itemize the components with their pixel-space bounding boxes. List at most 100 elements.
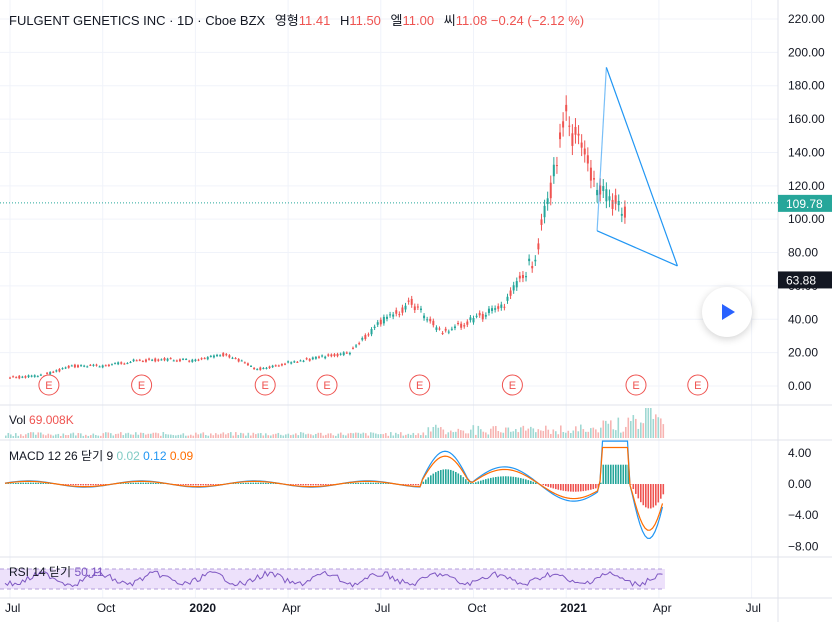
candle-body [614,195,617,204]
volume-bar [145,434,147,438]
macd-legend[interactable]: MACD 12 26 닫기 9 0.02 0.12 0.09 [9,447,193,464]
volume-bar [175,435,177,438]
candle-body [178,359,181,362]
volume-bar [565,432,567,438]
volume-bar [195,432,197,438]
macd-hist-bar [177,484,180,485]
macd-hist-bar [437,470,440,484]
volume-bar [592,427,595,438]
volume-bar [157,433,160,438]
volume-bar [247,432,250,438]
rsi-line [4,570,663,588]
candle-body [107,364,110,366]
volume-bar [135,432,137,438]
volume-bar [397,434,400,438]
volume-legend[interactable]: Vol 69.008K [9,413,74,427]
candle-body [549,182,552,199]
candle-body [605,189,608,202]
macd-hist-bar [217,484,220,485]
macd-hist-bar [417,484,420,486]
volume-bar [465,433,467,438]
macd-hist-bar [585,484,587,491]
volume-bar [270,435,272,438]
candle-body [596,189,599,196]
macd-hist-value: 0.02 [116,449,140,463]
candle-body [237,359,240,362]
macd-hist-bar [290,484,292,485]
volume-bar [192,435,195,438]
volume-bar [170,434,172,438]
symbol-title[interactable]: FULGENT GENETICS INC · 1D · Cboe BZX [9,13,266,28]
time-tick-label: Apr [282,601,301,615]
macd-hist-bar [160,483,162,484]
macd-hist-bar [40,482,42,484]
volume-bar [647,408,650,438]
macd-hist-bar [72,484,75,486]
candle-body [531,266,534,269]
macd-hist-bar [602,464,605,484]
volume-bar [525,430,527,438]
candle-body [284,363,287,365]
volume-label: Vol [9,413,26,427]
candle-body [389,314,392,316]
candle-body [546,198,549,205]
candle-body [76,365,79,368]
volume-bar [337,433,340,438]
macd-hist-bar [330,484,332,485]
volume-bar [277,432,280,438]
volume-bar [352,433,355,438]
volume-bar [35,434,37,438]
candle-body [444,328,447,331]
macd-hist-bar [637,484,640,499]
candle-body [144,359,147,362]
macd-hist-bar [17,482,20,484]
candle-body [608,196,611,201]
candle-body [336,353,339,357]
replay-play-button[interactable] [702,287,752,337]
macd-hist-bar [612,464,615,484]
volume-bar [15,433,17,438]
macd-hist-bar [427,477,430,484]
candle-body [49,372,52,375]
volume-bar [260,433,262,438]
trendline-upper [605,67,679,267]
macd-hist-bar [410,484,412,485]
candle-body [52,371,55,373]
volume-bar [470,429,472,438]
volume-bar [490,428,492,438]
volume-bar [442,429,445,438]
earnings-label: E [632,380,639,392]
time-tick-label: 2021 [560,601,587,615]
volume-bar [650,408,652,438]
candle-body [280,364,283,366]
candle-body [407,300,410,302]
macd-hist-bar [305,484,307,486]
macd-hist-bar [460,475,462,484]
macd-hist-bar [332,484,335,485]
candle-body [559,132,562,140]
macd-hist-bar [130,482,132,484]
macd-hist-bar [575,484,577,492]
macd-hist-bar [570,484,572,492]
earnings-marker: E [38,374,60,396]
macd-hist-bar [67,484,70,485]
macd-hist-bar [212,484,215,485]
macd-hist-bar [350,483,352,484]
candle-body [104,365,107,367]
rsi-legend[interactable]: RSI 14 닫기 50.11 [9,563,104,580]
macd-hist-bar [375,482,377,484]
macd-hist-bar [347,483,350,484]
macd-hist-bar [367,482,370,484]
macd-hist-bar [655,484,657,506]
volume-bar [420,435,422,438]
candle-body [429,318,432,322]
candle-body [318,356,320,358]
macd-hist-bar [322,484,325,486]
price-candles [9,95,626,380]
symbol-header: FULGENT GENETICS INC · 1D · Cboe BZX 영형1… [9,10,584,29]
volume-bar [325,434,327,438]
candle-body [36,376,39,378]
candle-body [599,185,602,195]
volume-bar [130,434,132,438]
